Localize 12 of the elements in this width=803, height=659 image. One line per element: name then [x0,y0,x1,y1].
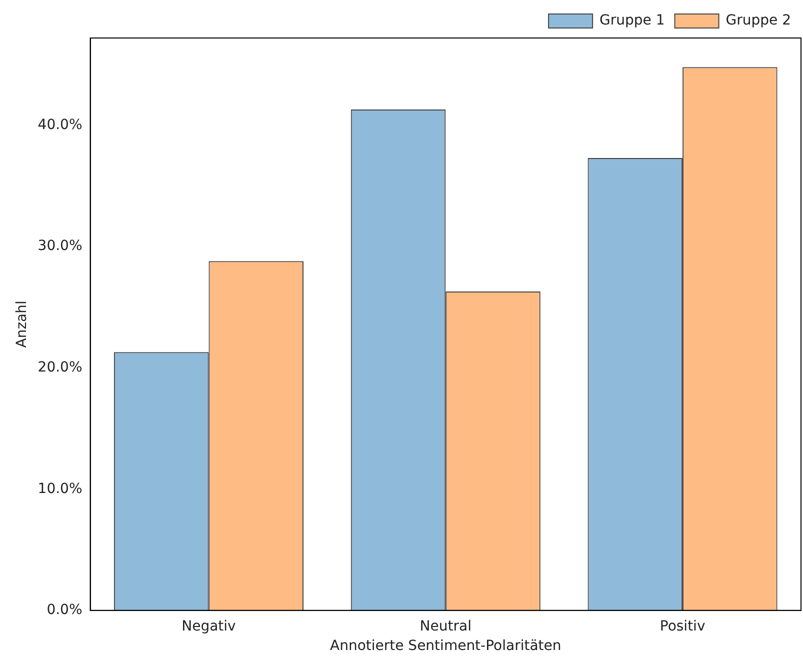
y-tick-label: 20.0% [38,360,82,376]
x-tick-label: Positiv [660,618,706,634]
legend-label: Gruppe 1 [600,12,665,29]
x-tick-label: Neutral [420,618,472,634]
legend-label: Gruppe 2 [726,12,792,29]
x-axis-title: Annotierte Sentiment-Polaritäten [330,638,562,654]
y-tick-label: 0.0% [46,602,82,618]
y-tick-label: 10.0% [38,480,82,497]
x-tick-label: Negativ [182,618,236,634]
y-tick-label: 30.0% [38,238,82,254]
y-tick-label: 40.0% [38,116,82,133]
y-axis-title: Anzahl [14,300,30,348]
